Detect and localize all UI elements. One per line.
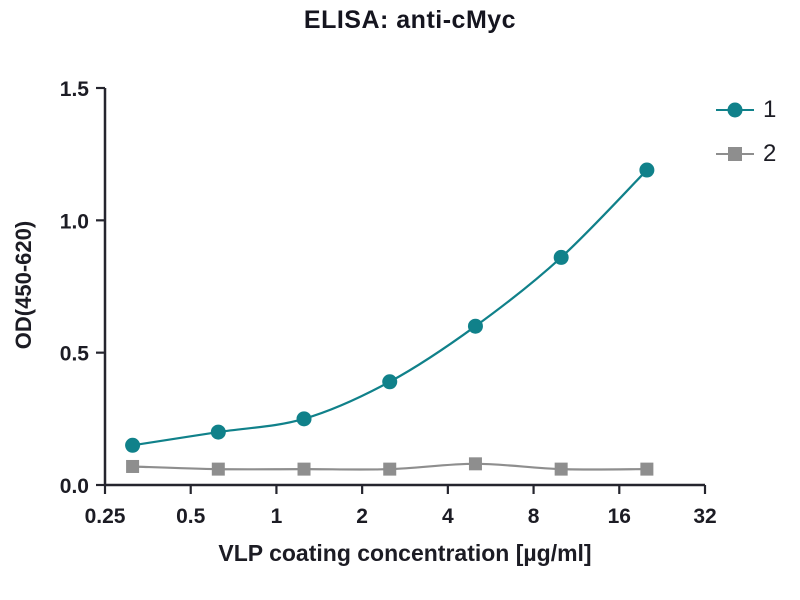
series-1-point [553, 249, 569, 265]
x-tick-label: 32 [693, 505, 716, 528]
series-2-square-marker-icon [728, 147, 742, 161]
legend-label-series-1: 1 [763, 96, 777, 123]
y-tick-label: 0.0 [60, 475, 89, 498]
legend: 1 2 [716, 94, 776, 170]
series-1-key [716, 100, 754, 120]
series-1-point [467, 318, 483, 334]
y-tick-label: 1.5 [60, 78, 90, 101]
chart-title: ELISA: anti-cMyc [303, 6, 517, 34]
series-2-key [716, 144, 754, 164]
legend-entry-series-2: 2 [716, 138, 776, 170]
series-1-line [132, 169, 648, 447]
series-1-point [639, 162, 655, 178]
series-2-point [383, 462, 397, 476]
x-tick-label: 8 [528, 505, 540, 528]
y-tick-label: 1.0 [60, 210, 89, 233]
legend-label-series-2: 2 [763, 140, 777, 167]
series-1-point [125, 437, 141, 453]
series-2-point [211, 462, 225, 476]
x-tick-label: 1 [271, 505, 283, 528]
x-tick-label: 2 [356, 505, 368, 528]
series-1-point [296, 411, 312, 427]
series-1-circle-marker-icon [727, 102, 743, 118]
series-2-point [468, 457, 482, 471]
x-tick-label: 4 [442, 505, 454, 528]
x-tick-label: 0.25 [85, 505, 126, 528]
series-1-point [382, 374, 398, 390]
y-tick-label: 0.5 [60, 343, 90, 366]
series-2-point [126, 459, 140, 473]
series-2-point [554, 462, 568, 476]
series-2-point [297, 462, 311, 476]
series-2-point [640, 462, 654, 476]
legend-entry-series-1: 1 [716, 94, 776, 126]
x-tick-label: 16 [608, 505, 631, 528]
x-tick-label: 0.5 [176, 505, 206, 528]
series-1-point [210, 424, 226, 440]
x-axis-label: VLP coating concentration [µg/ml] [218, 540, 592, 566]
